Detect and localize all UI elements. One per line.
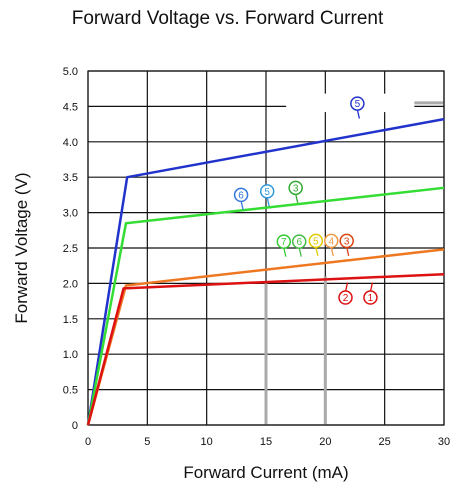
annotation-label: 5 <box>264 187 270 198</box>
annotation-badge: 2 <box>338 282 353 305</box>
y-tick-label: 4.5 <box>63 101 78 113</box>
series-line <box>86 117 445 426</box>
annotations: 56 5 37 6 5 4 32 1 <box>233 96 378 305</box>
annotation-circle <box>350 96 365 111</box>
annotation-badge: 3 <box>339 233 354 257</box>
y-tick-label: 1.5 <box>63 314 78 326</box>
annotation-leader <box>283 247 287 257</box>
series-line <box>86 272 445 426</box>
y-tick-label: 2.5 <box>63 243 78 255</box>
y-tick-label: 3.0 <box>63 208 78 220</box>
annotation-circle <box>338 290 353 305</box>
annotation-leader <box>346 246 350 257</box>
annotation-circle <box>339 233 354 249</box>
annotation-badge: 5 <box>308 233 324 257</box>
y-tick-label: 0 <box>72 420 78 432</box>
annotation-label: 2 <box>343 293 349 304</box>
annotation-circle <box>259 184 275 199</box>
annotation-badge: 6 <box>291 234 307 257</box>
annotation-label: 5 <box>355 99 361 110</box>
x-tick-label: 30 <box>438 436 450 448</box>
x-tick-label: 20 <box>319 436 331 448</box>
annotation-circle <box>308 233 324 249</box>
series-line <box>86 186 445 426</box>
annotation-circle <box>363 290 378 305</box>
annotation-leader <box>298 247 302 257</box>
y-tick-labels: 0 0.5 1.0 1.5 2.0 2.5 3.0 3.5 4.0 4.5 5.0 <box>63 66 78 432</box>
annotation-label: 7 <box>281 237 287 248</box>
series-lines <box>86 117 445 426</box>
annotation-circle <box>233 187 249 203</box>
annotation-label: 3 <box>293 183 299 194</box>
x-tick-labels: 0 5 10 15 20 25 30 <box>85 436 450 448</box>
x-tick-label: 25 <box>379 436 391 448</box>
x-axis-label: Forward Current (mA) <box>183 463 348 482</box>
y-tick-label: 4.0 <box>63 137 78 149</box>
y-tick-label: 5.0 <box>63 66 78 78</box>
y-tick-label: 1.0 <box>63 349 78 361</box>
annotation-label: 6 <box>296 237 302 248</box>
annotation-leader <box>266 197 270 207</box>
x-tick-label: 0 <box>85 436 91 448</box>
annotation-label: 4 <box>328 236 334 247</box>
annotation-leader <box>315 246 319 257</box>
y-tick-label: 3.5 <box>63 172 78 184</box>
y-axis-label: Forward Voltage (V) <box>12 172 31 323</box>
annotation-circle <box>291 234 307 249</box>
x-tick-label: 10 <box>201 436 213 448</box>
annotation-leader <box>356 109 361 119</box>
annotation-label: 1 <box>368 293 374 304</box>
annotation-badge: 4 <box>324 233 339 257</box>
chart-title: Forward Voltage vs. Forward Current <box>71 8 384 29</box>
y-tick-label: 2.0 <box>63 278 78 290</box>
annotation-circle <box>324 233 339 249</box>
annotation-label: 6 <box>238 190 244 201</box>
annotation-label: 3 <box>344 236 350 247</box>
y-tick-label: 0.5 <box>63 385 78 397</box>
annotation-leader <box>295 193 299 203</box>
annotation-badge: 5 <box>350 96 365 119</box>
x-tick-label: 15 <box>260 436 272 448</box>
x-tick-label: 5 <box>144 436 150 448</box>
annotation-badge: 3 <box>288 180 303 203</box>
annotation-badge: 1 <box>363 282 378 305</box>
annotation-leader <box>330 246 334 257</box>
annotation-label: 5 <box>313 236 319 247</box>
annotation-badge: 6 <box>233 187 249 211</box>
annotation-circle <box>276 234 292 249</box>
annotation-leader <box>344 282 349 292</box>
annotation-leader <box>369 282 374 292</box>
annotation-circle <box>288 180 303 196</box>
annotation-leader <box>240 200 244 211</box>
annotation-badge: 7 <box>276 234 292 257</box>
plot-frame <box>87 70 445 426</box>
annotation-badge: 5 <box>259 184 275 207</box>
